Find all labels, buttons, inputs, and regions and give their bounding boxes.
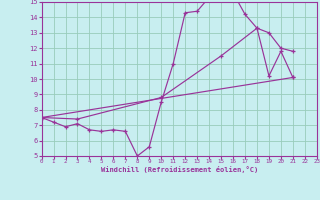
X-axis label: Windchill (Refroidissement éolien,°C): Windchill (Refroidissement éolien,°C) [100, 166, 258, 173]
